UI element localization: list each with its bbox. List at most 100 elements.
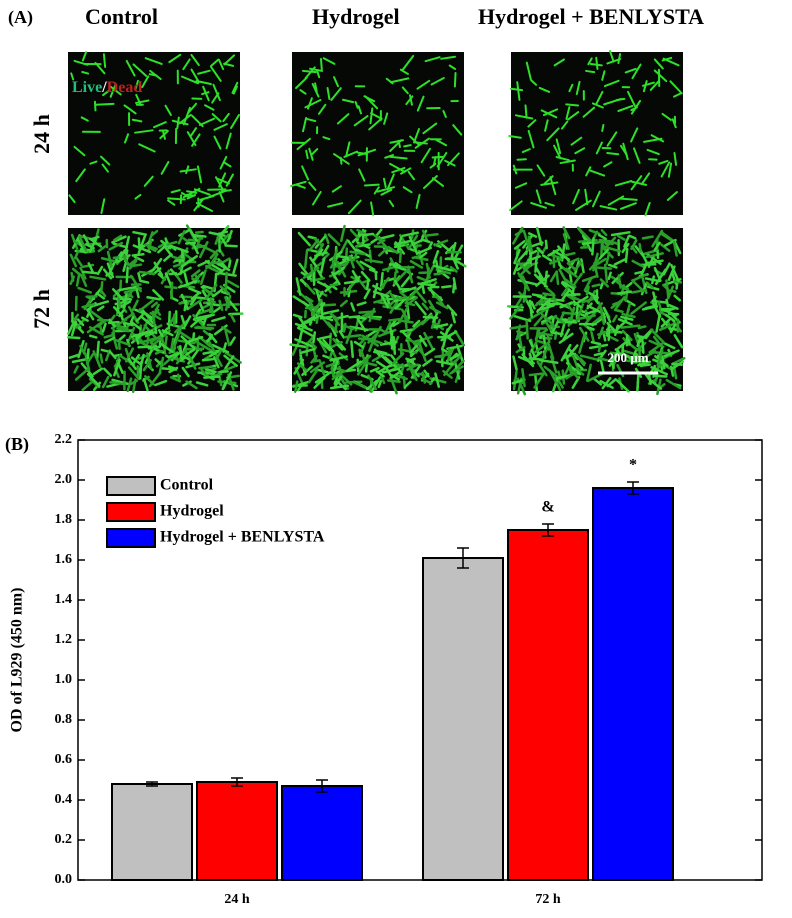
- cell: [401, 231, 419, 238]
- cell: [224, 355, 235, 370]
- cell: [626, 302, 632, 312]
- cell: [345, 141, 351, 157]
- cell: [624, 287, 629, 303]
- cell: [515, 259, 531, 275]
- cell: [522, 229, 530, 247]
- cell: [229, 336, 236, 346]
- cell: [81, 302, 96, 309]
- cell: [119, 279, 123, 292]
- cell: [100, 348, 111, 353]
- cell: [193, 198, 204, 212]
- chart: 0.0 0.2 0.4 0.6 0.8 1.0 1.2 1.4 1.6 1.8 2.0 2.2 24 h…: [55, 432, 763, 907]
- cell: [134, 193, 142, 200]
- cell: [187, 102, 198, 114]
- cell: [614, 296, 626, 311]
- cell: [530, 348, 537, 360]
- cell: [513, 314, 532, 323]
- cell: [111, 288, 127, 303]
- cell: [290, 180, 307, 187]
- cell: [359, 260, 376, 271]
- cell: [440, 55, 457, 60]
- cell: [142, 359, 152, 372]
- cell: [568, 257, 580, 264]
- cell: [423, 347, 436, 357]
- cell: [617, 53, 622, 65]
- cell: [549, 176, 557, 196]
- cell: [74, 367, 91, 381]
- cell: [82, 234, 90, 244]
- cell: [322, 338, 335, 353]
- cell: [330, 367, 335, 377]
- cell: [638, 359, 647, 366]
- cell: [345, 280, 356, 296]
- cell: [312, 359, 321, 363]
- cell: [584, 309, 589, 322]
- cell: [665, 279, 670, 299]
- cell: [615, 379, 630, 393]
- cell: [579, 326, 590, 342]
- dead-label: Dead: [107, 79, 143, 96]
- cell: [187, 335, 204, 343]
- cell: [293, 380, 299, 393]
- cell: [623, 234, 631, 248]
- cell: [322, 57, 336, 65]
- cell: [128, 257, 138, 266]
- cell: [336, 113, 350, 125]
- cell: [157, 329, 164, 338]
- cell: [307, 368, 319, 384]
- cell: [198, 301, 205, 312]
- cell: [295, 183, 306, 189]
- cell: [314, 251, 328, 258]
- cell: [144, 57, 163, 65]
- cell: [100, 256, 116, 263]
- cell: [644, 277, 661, 283]
- cell: [180, 191, 191, 199]
- cell: [528, 249, 538, 256]
- cell: [452, 354, 462, 366]
- y-tick-label: 0.6: [55, 752, 73, 767]
- cell: [616, 290, 633, 295]
- cell: [587, 57, 593, 66]
- cell: [628, 234, 637, 240]
- cell: [185, 380, 198, 390]
- cell: [515, 346, 526, 354]
- cell: [534, 340, 551, 354]
- cell: [379, 374, 386, 385]
- cell: [201, 91, 210, 96]
- cell: [331, 372, 341, 381]
- cell: [601, 245, 622, 253]
- cell: [645, 259, 664, 265]
- cell: [112, 338, 131, 346]
- cell: [518, 336, 524, 351]
- cell: [392, 264, 405, 271]
- cell: [526, 243, 532, 252]
- cell: [343, 280, 360, 285]
- cell: [349, 228, 360, 239]
- cell: [86, 372, 101, 388]
- cell: [123, 133, 130, 144]
- cell: [339, 299, 348, 308]
- cell: [353, 340, 365, 349]
- cell: [131, 299, 139, 312]
- cell: [527, 119, 537, 128]
- cell: [568, 364, 573, 377]
- cell: [538, 358, 559, 365]
- cell: [223, 54, 236, 66]
- cell: [415, 193, 421, 209]
- cell: [545, 321, 553, 332]
- cell: [313, 376, 326, 389]
- cell: [603, 98, 622, 106]
- cell: [630, 301, 647, 315]
- cell: [383, 112, 389, 125]
- cell: [129, 274, 142, 293]
- cell: [362, 232, 375, 237]
- cell: [363, 95, 376, 103]
- cell: [656, 348, 664, 367]
- cell: [348, 254, 355, 269]
- cell: [319, 257, 326, 274]
- cell: [593, 352, 604, 357]
- cell: [108, 350, 117, 360]
- cell: [658, 159, 669, 165]
- cell: [620, 315, 634, 321]
